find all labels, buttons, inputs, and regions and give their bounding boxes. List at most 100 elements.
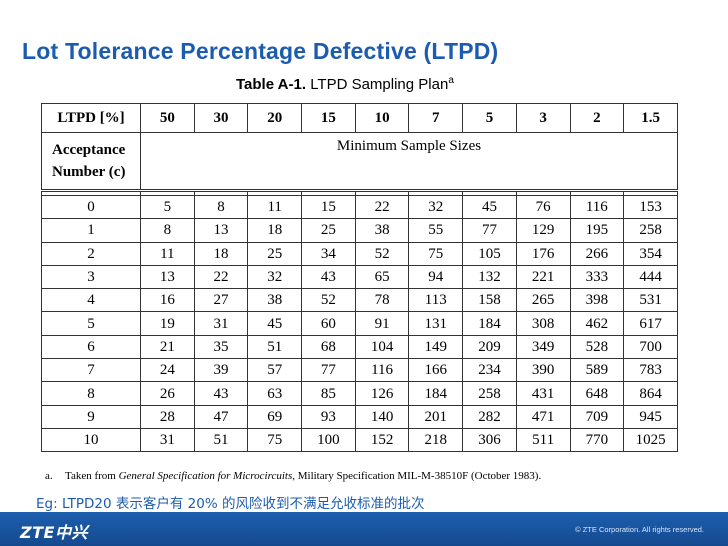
sample-size-cell: 16 [140, 288, 195, 313]
sample-size-cell: 75 [408, 241, 464, 266]
sample-size-cell: 531 [623, 288, 678, 313]
sample-size-cell: 52 [301, 288, 356, 313]
sample-size-cell: 21 [140, 334, 195, 360]
sample-size-cell: 333 [569, 264, 625, 290]
sample-size-cell: 140 [354, 404, 410, 429]
sample-size-cell: 444 [623, 264, 678, 290]
sample-size-cell: 68 [301, 334, 356, 360]
sample-size-cell: 77 [301, 358, 356, 383]
sample-size-cell: 25 [247, 241, 303, 266]
acceptance-number-label: Acceptance Number (c) [41, 132, 141, 191]
acceptance-number-cell: 5 [41, 311, 141, 336]
acceptance-number-cell: 10 [41, 427, 141, 453]
sample-size-cell: 258 [623, 218, 678, 243]
zte-logo: ZTE中兴 [20, 523, 88, 542]
sample-size-cell: 617 [623, 311, 678, 336]
sample-size-cell: 700 [623, 334, 678, 360]
sample-size-cell: 31 [140, 427, 195, 453]
sample-size-cell: 63 [247, 381, 303, 406]
sample-size-cell: 116 [569, 194, 625, 220]
sample-size-cell: 65 [354, 264, 410, 290]
sample-size-cell: 94 [408, 264, 464, 290]
sample-size-cell: 11 [247, 194, 303, 220]
sample-size-cell: 69 [247, 404, 303, 429]
sample-size-cell: 258 [462, 381, 517, 406]
acceptance-number-cell: 2 [41, 241, 141, 266]
footnote-source-title: General Specification for Microcircuits [118, 470, 293, 482]
sample-size-cell: 528 [569, 334, 625, 360]
sample-size-cell: 22 [354, 194, 410, 220]
acceptance-number-cell: 6 [41, 334, 141, 360]
ltpd-header-value: 3 [515, 103, 571, 133]
sample-size-cell: 45 [247, 311, 303, 336]
sample-size-cell: 265 [515, 288, 571, 313]
sample-size-cell: 51 [193, 427, 249, 453]
footer-bar: ZTE中兴 © ZTE Corporation. All rights rese… [0, 512, 728, 546]
sample-size-cell: 648 [569, 381, 625, 406]
sample-size-cell: 218 [408, 427, 464, 453]
sample-size-cell: 129 [515, 218, 571, 243]
table-row: 3 13 22 32 43 65 94 132 221 333 444 [41, 264, 678, 290]
table-row: 1 8 13 18 25 38 55 77 129 195 258 [41, 218, 678, 243]
sample-size-cell: 100 [301, 427, 356, 453]
table-footnote: a. Taken from General Specification for M… [45, 470, 541, 482]
table-row: 0 5 8 11 15 22 32 45 76 116 153 [41, 194, 678, 220]
sample-size-cell: 105 [462, 241, 517, 266]
sample-size-cell: 18 [247, 218, 303, 243]
sample-size-cell: 864 [623, 381, 678, 406]
ltpd-header-value: 10 [354, 103, 410, 133]
sample-size-cell: 52 [354, 241, 410, 266]
sample-size-cell: 354 [623, 241, 678, 266]
sample-size-cell: 471 [515, 404, 571, 429]
sample-size-cell: 19 [140, 311, 195, 336]
ltpd-header-value: 2 [569, 103, 625, 133]
sample-size-cell: 31 [193, 311, 249, 336]
table-row: 5 19 31 45 60 91 131 184 308 462 617 [41, 311, 678, 336]
copyright-text: © ZTE Corporation. All rights reserved. [575, 525, 704, 534]
ltpd-header-value: 15 [301, 103, 356, 133]
sample-size-cell: 589 [569, 358, 625, 383]
example-note: Eg: LTPD20 表示客户有 20% 的风险收到不满足允收标准的批次 [36, 496, 425, 512]
table-caption-number: Table A-1. [236, 76, 307, 93]
sample-size-cell: 47 [193, 404, 249, 429]
acceptance-row: Acceptance Number (c) Minimum Sample Siz… [41, 132, 678, 191]
sample-size-cell: 113 [408, 288, 464, 313]
sample-size-cell: 26 [140, 381, 195, 406]
acceptance-label-line2: Number (c) [52, 164, 126, 180]
sample-size-cell: 28 [140, 404, 195, 429]
sample-size-cell: 78 [354, 288, 410, 313]
acceptance-number-cell: 7 [41, 358, 141, 383]
sample-size-cell: 32 [247, 264, 303, 290]
minimum-sample-sizes-label: Minimum Sample Sizes [140, 132, 678, 191]
sample-size-cell: 770 [569, 427, 625, 453]
ltpd-header-value: 20 [247, 103, 303, 133]
sample-size-cell: 462 [569, 311, 625, 336]
sample-size-cell: 126 [354, 381, 410, 406]
sample-size-cell: 38 [247, 288, 303, 313]
table-row: 2 11 18 25 34 52 75 105 176 266 354 [41, 241, 678, 266]
sample-size-cell: 75 [247, 427, 303, 453]
sample-size-cell: 221 [515, 264, 571, 290]
sample-size-cell: 158 [462, 288, 517, 313]
sample-size-cell: 166 [408, 358, 464, 383]
sample-size-cell: 709 [569, 404, 625, 429]
sample-size-cell: 43 [193, 381, 249, 406]
acceptance-label-line1: Acceptance [52, 142, 126, 158]
sample-size-cell: 398 [569, 288, 625, 313]
sample-size-cell: 45 [462, 194, 517, 220]
sample-size-cell: 60 [301, 311, 356, 336]
sample-size-cell: 27 [193, 288, 249, 313]
ltpd-header-value: 5 [462, 103, 517, 133]
ltpd-header-value: 50 [140, 103, 195, 133]
sample-size-cell: 5 [140, 194, 195, 220]
sample-size-cell: 57 [247, 358, 303, 383]
acceptance-number-cell: 9 [41, 404, 141, 429]
ltpd-header-row: LTPD [%] 50 30 20 15 10 7 5 3 2 1.5 [41, 103, 678, 133]
acceptance-number-cell: 0 [41, 194, 141, 220]
ltpd-table-body: LTPD [%] 50 30 20 15 10 7 5 3 2 1.5 Acceptance Nu… [41, 103, 678, 453]
ltpd-header-label: LTPD [%] [41, 103, 141, 133]
sample-size-cell: 8 [193, 194, 249, 220]
acceptance-number-cell: 8 [41, 381, 141, 406]
acceptance-number-cell: 4 [41, 288, 141, 313]
sample-size-cell: 93 [301, 404, 356, 429]
